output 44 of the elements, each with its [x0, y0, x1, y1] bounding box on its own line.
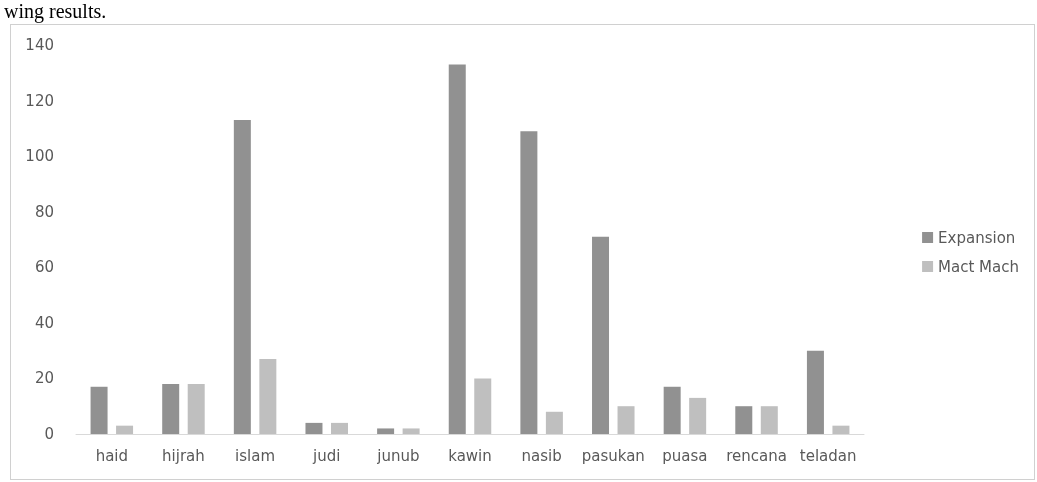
bar	[832, 425, 850, 434]
y-tick-label: 80	[34, 202, 54, 221]
bar	[735, 406, 753, 434]
legend-label: Mact Mach	[938, 257, 1019, 276]
bar	[305, 422, 323, 434]
bar	[330, 422, 348, 434]
x-tick-label: kawin	[448, 446, 492, 465]
bar	[617, 406, 635, 434]
bar	[116, 425, 134, 434]
x-tick-label: haid	[95, 446, 129, 465]
y-tick-label: 120	[25, 91, 54, 110]
x-tick-label: judi	[312, 446, 341, 465]
bar	[520, 131, 538, 434]
bar	[663, 386, 681, 434]
bar	[448, 64, 466, 434]
bar	[90, 386, 108, 434]
x-tick-label: junub	[376, 446, 420, 465]
x-tick-label: puasa	[662, 446, 708, 465]
legend-label: Expansion	[938, 228, 1016, 247]
x-tick-label: teladan	[799, 446, 857, 465]
bar	[377, 428, 395, 434]
y-tick-label: 20	[34, 369, 54, 388]
x-tick-label: hijrah	[162, 446, 205, 465]
x-tick-label: pasukan	[581, 446, 645, 465]
bar	[760, 406, 778, 434]
bar	[162, 383, 180, 434]
y-tick-label: 60	[34, 258, 54, 277]
bar	[592, 236, 610, 434]
x-tick-label: islam	[235, 446, 276, 465]
text: wing results.	[4, 0, 107, 22]
y-tick-label: 40	[34, 313, 54, 332]
y-tick-label: 100	[25, 147, 54, 166]
x-tick-label: rencana	[726, 446, 787, 465]
y-tick-label: 0	[44, 425, 54, 443]
bar	[474, 378, 492, 434]
bar	[187, 383, 205, 434]
bar	[806, 350, 824, 434]
bar	[689, 397, 707, 434]
bar	[545, 411, 563, 434]
y-tick-label: 140	[25, 36, 54, 54]
bar	[402, 428, 420, 434]
x-tick-label: nasib	[521, 446, 562, 465]
bar	[233, 120, 251, 434]
bar	[259, 358, 277, 434]
